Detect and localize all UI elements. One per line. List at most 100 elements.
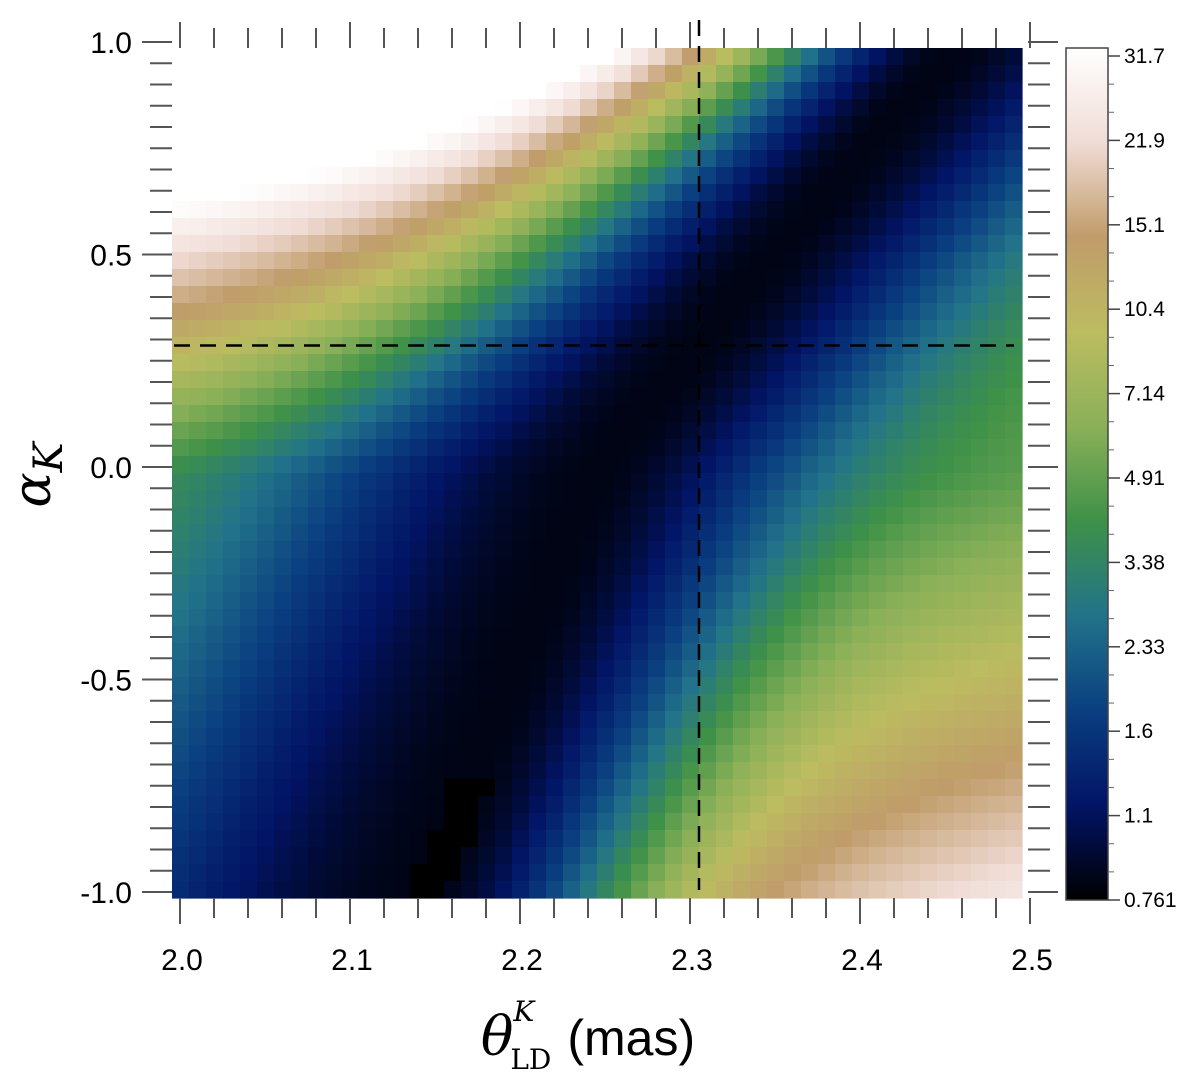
- heatmap-cell: [631, 609, 649, 627]
- heatmap-cell: [444, 167, 462, 185]
- heatmap-cell: [376, 626, 394, 644]
- heatmap-cell: [529, 694, 547, 712]
- heatmap-cell: [988, 320, 1006, 338]
- heatmap-cell: [733, 116, 751, 134]
- heatmap-cell: [410, 439, 428, 457]
- heatmap-cell: [699, 439, 717, 457]
- heatmap-cell: [954, 252, 972, 270]
- heatmap-cell: [257, 65, 275, 83]
- heatmap-cell: [257, 728, 275, 746]
- heatmap-cell: [852, 167, 870, 185]
- heatmap-cell: [580, 813, 598, 831]
- heatmap-cell: [869, 473, 887, 491]
- heatmap-cell: [699, 456, 717, 474]
- heatmap-cell: [274, 371, 292, 389]
- heatmap-cell: [546, 337, 564, 355]
- heatmap-cell: [189, 388, 207, 406]
- heatmap-cell: [580, 422, 598, 440]
- heatmap-cell: [1005, 354, 1023, 372]
- heatmap-cell: [886, 813, 904, 831]
- heatmap-cell: [359, 575, 377, 593]
- heatmap-cell: [393, 507, 411, 525]
- x-axis-superscript: K: [512, 995, 536, 1028]
- heatmap-cell: [733, 48, 751, 66]
- heatmap-cell: [750, 133, 768, 151]
- heatmap-cell: [325, 728, 343, 746]
- heatmap-cell: [903, 422, 921, 440]
- heatmap-cell: [495, 881, 513, 899]
- heatmap-cell: [835, 677, 853, 695]
- heatmap-cell: [1005, 830, 1023, 848]
- heatmap-cell: [308, 762, 326, 780]
- heatmap-cell: [903, 711, 921, 729]
- heatmap-cell: [478, 48, 496, 66]
- heatmap-cell: [733, 133, 751, 151]
- heatmap-cell: [597, 796, 615, 814]
- heatmap-cell: [393, 354, 411, 372]
- heatmap-cell: [325, 218, 343, 236]
- heatmap-cell: [648, 541, 666, 559]
- heatmap-cell: [427, 881, 445, 899]
- heatmap-cell: [920, 626, 938, 644]
- heatmap-cell: [546, 65, 564, 83]
- heatmap-cell: [427, 575, 445, 593]
- heatmap-cell: [835, 575, 853, 593]
- heatmap-cell: [342, 133, 360, 151]
- heatmap-cell: [512, 405, 530, 423]
- heatmap-cell: [750, 694, 768, 712]
- heatmap-cell: [801, 745, 819, 763]
- heatmap-cell: [614, 150, 632, 168]
- heatmap-cell: [223, 235, 241, 253]
- heatmap-cell: [818, 116, 836, 134]
- heatmap-cell: [801, 830, 819, 848]
- heatmap-cell: [512, 371, 530, 389]
- heatmap-cell: [189, 728, 207, 746]
- heatmap-cell: [852, 82, 870, 100]
- heatmap-cell: [495, 422, 513, 440]
- heatmap-cell: [291, 592, 309, 610]
- heatmap-cell: [1005, 694, 1023, 712]
- heatmap-cell: [308, 218, 326, 236]
- heatmap-cell: [988, 235, 1006, 253]
- heatmap-cell: [342, 48, 360, 66]
- heatmap-cell: [461, 541, 479, 559]
- heatmap-cell: [291, 456, 309, 474]
- heatmap-cell: [920, 524, 938, 542]
- heatmap-cell: [206, 796, 224, 814]
- heatmap-cell: [801, 388, 819, 406]
- heatmap-cell: [784, 830, 802, 848]
- heatmap-cell: [937, 252, 955, 270]
- heatmap-cell: [325, 201, 343, 219]
- heatmap-cell: [478, 201, 496, 219]
- heatmap-cell: [903, 524, 921, 542]
- heatmap-cell: [427, 456, 445, 474]
- heatmap-cell: [308, 269, 326, 287]
- heatmap-cell: [767, 745, 785, 763]
- heatmap-cell: [937, 388, 955, 406]
- heatmap-cell: [478, 218, 496, 236]
- heatmap-cell: [274, 796, 292, 814]
- heatmap-cell: [206, 813, 224, 831]
- heatmap-cell: [240, 643, 258, 661]
- heatmap-cell: [767, 558, 785, 576]
- heatmap-cell: [240, 48, 258, 66]
- heatmap-cell: [240, 252, 258, 270]
- heatmap-cell: [580, 167, 598, 185]
- heatmap-cell: [274, 541, 292, 559]
- heatmap-cell: [614, 711, 632, 729]
- heatmap-cell: [393, 626, 411, 644]
- heatmap-cell: [546, 371, 564, 389]
- heatmap-cell: [325, 150, 343, 168]
- heatmap-cell: [478, 439, 496, 457]
- heatmap-cell: [529, 269, 547, 287]
- heatmap-cell: [852, 507, 870, 525]
- heatmap-cell: [274, 660, 292, 678]
- heatmap-cell: [461, 252, 479, 270]
- heatmap-cell: [495, 728, 513, 746]
- heatmap-cell: [733, 779, 751, 797]
- heatmap-cell: [648, 184, 666, 202]
- heatmap-cell: [614, 507, 632, 525]
- heatmap-cell: [614, 252, 632, 270]
- heatmap-cell: [359, 762, 377, 780]
